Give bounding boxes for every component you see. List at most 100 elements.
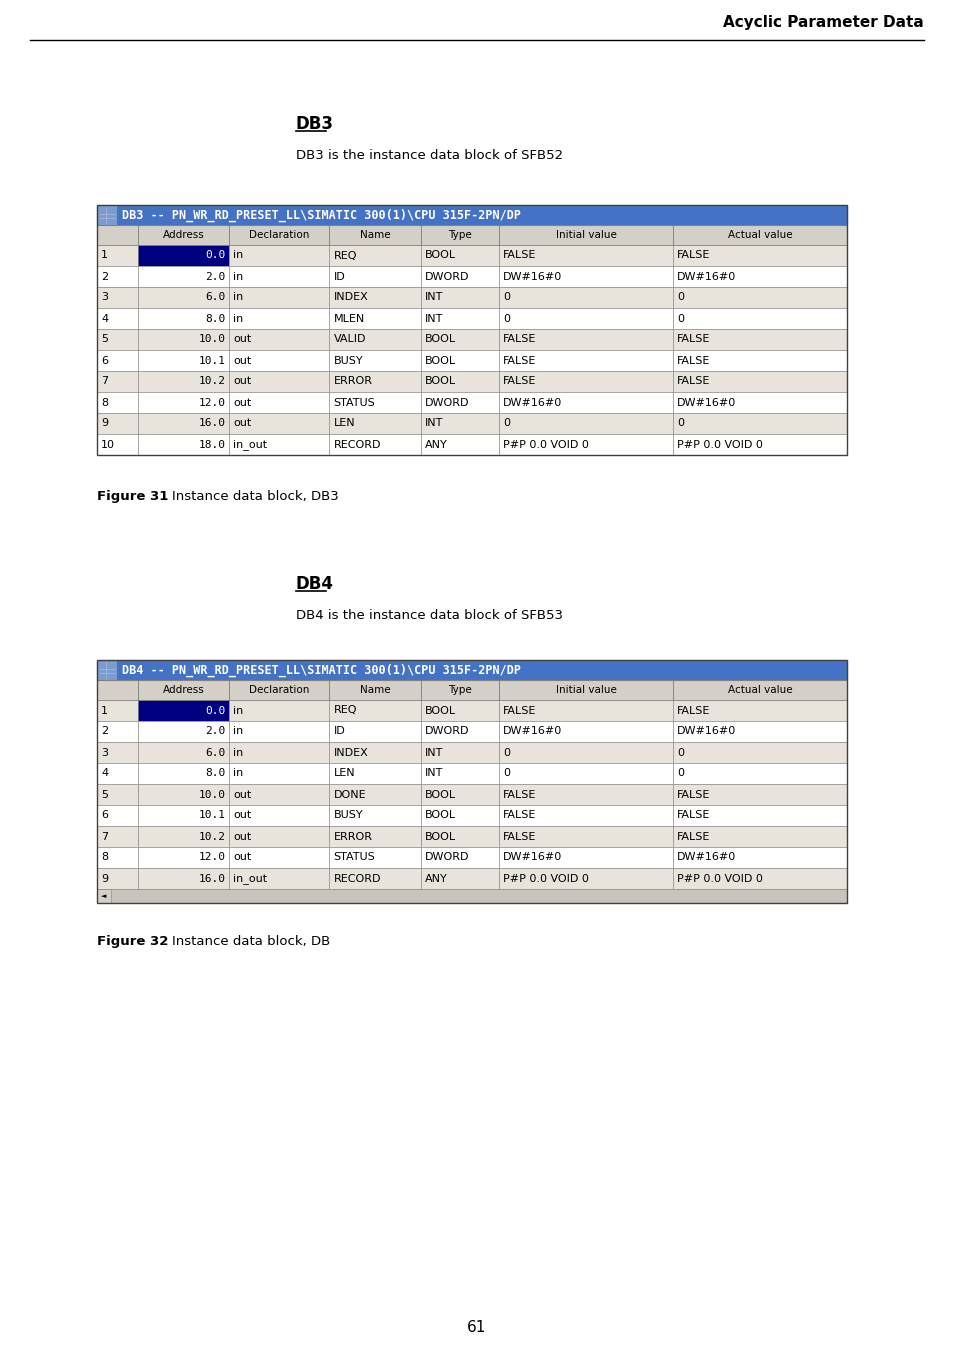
Text: FALSE: FALSE	[502, 334, 536, 344]
Text: 8.0: 8.0	[205, 314, 225, 324]
Text: FALSE: FALSE	[677, 376, 710, 386]
Bar	[329, 307, 420, 329]
Bar	[137, 764, 229, 784]
Text: 4: 4	[101, 769, 108, 779]
Text: BUSY: BUSY	[334, 811, 363, 821]
Text: STATUS: STATUS	[334, 853, 375, 862]
Bar	[137, 680, 229, 700]
Bar	[498, 784, 673, 806]
Bar	[498, 349, 673, 371]
Text: FALSE: FALSE	[502, 789, 536, 799]
Bar	[229, 720, 329, 742]
Text: BOOL: BOOL	[425, 334, 456, 344]
Text: in: in	[233, 272, 243, 282]
Bar	[229, 225, 329, 245]
Text: 10.0: 10.0	[198, 334, 225, 344]
Text: Initial value: Initial value	[555, 230, 616, 240]
Text: 10.2: 10.2	[198, 831, 225, 841]
Text: BOOL: BOOL	[425, 705, 456, 715]
Bar	[673, 265, 846, 287]
Bar	[97, 659, 846, 903]
Text: 9: 9	[101, 873, 108, 884]
Bar	[97, 435, 137, 455]
Text: BUSY: BUSY	[334, 356, 363, 366]
Bar	[229, 680, 329, 700]
Bar	[137, 720, 229, 742]
Bar	[498, 371, 673, 393]
Bar	[420, 225, 498, 245]
Bar	[97, 225, 137, 245]
Bar	[229, 848, 329, 868]
Text: BOOL: BOOL	[425, 811, 456, 821]
Text: FALSE: FALSE	[502, 831, 536, 841]
Bar	[420, 826, 498, 848]
Text: 0: 0	[677, 314, 683, 324]
Bar	[420, 329, 498, 349]
Bar	[229, 287, 329, 307]
Text: 0: 0	[677, 292, 683, 302]
Bar	[229, 393, 329, 413]
Text: ID: ID	[334, 272, 345, 282]
Bar	[229, 413, 329, 435]
Bar	[673, 848, 846, 868]
Text: Actual value: Actual value	[727, 230, 792, 240]
Text: 8: 8	[101, 398, 108, 408]
Text: REQ: REQ	[334, 705, 356, 715]
Bar	[329, 764, 420, 784]
Text: 7: 7	[101, 831, 108, 841]
Bar	[229, 806, 329, 826]
Bar	[97, 659, 846, 680]
Text: 7: 7	[101, 376, 108, 386]
Bar	[97, 659, 846, 680]
Bar	[329, 700, 420, 720]
Bar	[329, 245, 420, 265]
Text: 10: 10	[101, 440, 115, 450]
Text: Declaration: Declaration	[249, 230, 310, 240]
Bar	[673, 764, 846, 784]
Text: 2: 2	[101, 727, 108, 737]
Text: 0: 0	[502, 292, 510, 302]
Bar	[329, 265, 420, 287]
Text: DW#16#0: DW#16#0	[677, 398, 736, 408]
Text: ERROR: ERROR	[334, 831, 372, 841]
Bar	[673, 371, 846, 393]
Text: P#P 0.0 VOID 0: P#P 0.0 VOID 0	[677, 873, 762, 884]
Text: DWORD: DWORD	[425, 272, 469, 282]
Bar	[420, 413, 498, 435]
Bar	[498, 265, 673, 287]
Text: INDEX: INDEX	[334, 292, 368, 302]
Text: out: out	[233, 376, 252, 386]
Bar	[498, 806, 673, 826]
Text: in: in	[233, 705, 243, 715]
Text: DW#16#0: DW#16#0	[677, 272, 736, 282]
Text: MLEN: MLEN	[334, 314, 364, 324]
Bar	[673, 742, 846, 764]
Bar	[137, 329, 229, 349]
Bar	[498, 329, 673, 349]
Bar	[97, 848, 137, 868]
Text: DW#16#0: DW#16#0	[502, 853, 562, 862]
Bar	[329, 680, 420, 700]
Text: 3: 3	[101, 292, 108, 302]
Text: DWORD: DWORD	[425, 398, 469, 408]
Text: DB3: DB3	[295, 115, 334, 133]
Bar	[97, 868, 137, 890]
Bar	[329, 349, 420, 371]
Text: Type: Type	[448, 685, 472, 695]
Bar	[420, 680, 498, 700]
Bar	[673, 287, 846, 307]
Text: Name: Name	[359, 230, 390, 240]
Bar	[97, 371, 137, 393]
Text: 0.0: 0.0	[205, 250, 225, 260]
Bar	[420, 435, 498, 455]
Text: Figure 32: Figure 32	[97, 936, 168, 948]
Text: FALSE: FALSE	[677, 789, 710, 799]
Bar	[97, 307, 137, 329]
Bar	[97, 225, 846, 245]
Text: 16.0: 16.0	[198, 418, 225, 428]
Text: out: out	[233, 789, 252, 799]
Text: BOOL: BOOL	[425, 376, 456, 386]
Text: FALSE: FALSE	[502, 705, 536, 715]
Text: P#P 0.0 VOID 0: P#P 0.0 VOID 0	[502, 873, 588, 884]
Bar	[498, 868, 673, 890]
